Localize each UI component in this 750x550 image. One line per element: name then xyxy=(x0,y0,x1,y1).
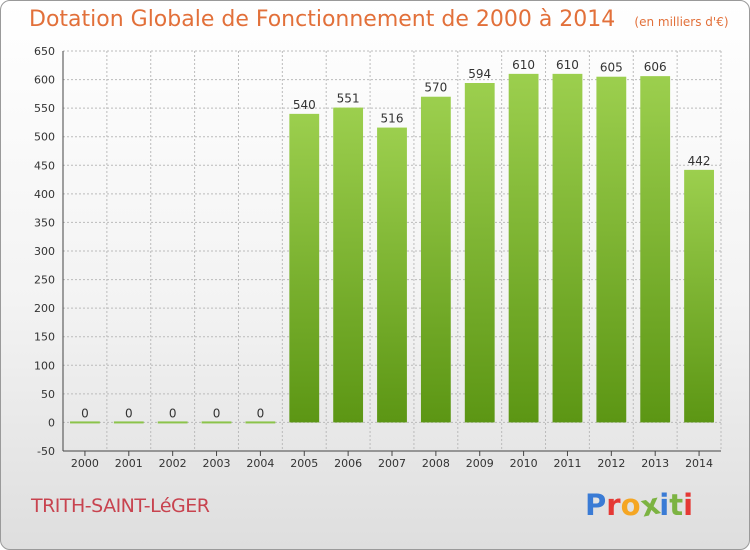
logo-letter: r xyxy=(606,488,621,522)
x-tick-label: 2010 xyxy=(510,457,538,470)
data-label: 0 xyxy=(169,406,177,420)
y-tick-label: 300 xyxy=(34,245,55,258)
y-tick-label: 50 xyxy=(41,388,55,401)
data-label: 0 xyxy=(213,406,221,420)
x-tick-label: 2001 xyxy=(115,457,143,470)
x-tick-label: 2013 xyxy=(641,457,669,470)
y-tick-label: 600 xyxy=(34,74,55,87)
commune-name: TRITH-SAINT-LéGER xyxy=(31,495,210,517)
x-tick-label: 2012 xyxy=(597,457,625,470)
bar xyxy=(113,421,144,424)
bar xyxy=(640,76,671,423)
x-tick-label: 2008 xyxy=(422,457,450,470)
logo-letter: P xyxy=(585,488,607,522)
bar xyxy=(70,421,100,424)
y-tick-label: 200 xyxy=(34,302,55,315)
data-label: 0 xyxy=(125,406,133,420)
y-tick-label: 150 xyxy=(34,331,55,344)
data-label: 610 xyxy=(556,58,579,72)
x-tick-label: 2005 xyxy=(290,457,318,470)
proxiti-logo: Proxiti xyxy=(585,486,694,523)
y-tick-label: 400 xyxy=(34,188,55,201)
bar xyxy=(333,107,364,423)
bar xyxy=(245,421,276,424)
data-label: 610 xyxy=(512,58,535,72)
y-tick-label: 650 xyxy=(34,45,55,58)
y-tick-label: 350 xyxy=(34,216,55,229)
logo-letter: o xyxy=(620,488,641,522)
bar xyxy=(508,73,539,423)
bar xyxy=(596,76,627,423)
y-tick-label: -50 xyxy=(37,445,55,458)
y-tick-label: 0 xyxy=(48,416,55,429)
x-tick-label: 2014 xyxy=(685,457,713,470)
x-tick-label: 2007 xyxy=(378,457,406,470)
bar xyxy=(684,169,714,423)
x-tick-label: 2006 xyxy=(334,457,362,470)
bar xyxy=(552,73,583,423)
x-tick-label: 2009 xyxy=(466,457,494,470)
data-label: 606 xyxy=(644,60,667,74)
y-tick-label: 450 xyxy=(34,159,55,172)
y-tick-label: 100 xyxy=(34,359,55,372)
logo-letter: i xyxy=(659,488,670,522)
x-tick-label: 2000 xyxy=(71,457,99,470)
bar xyxy=(157,421,188,424)
data-label: 516 xyxy=(381,112,404,126)
chart-title: Dotation Globale de Fonctionnement de 20… xyxy=(29,7,616,32)
logo-letter: t xyxy=(669,488,684,522)
y-tick-label: 500 xyxy=(34,131,55,144)
data-label: 0 xyxy=(81,406,89,420)
x-tick-label: 2004 xyxy=(246,457,274,470)
data-label: 551 xyxy=(337,92,360,106)
y-tick-label: 550 xyxy=(34,102,55,115)
title-block: Dotation Globale de Fonctionnement de 20… xyxy=(29,7,729,32)
bar xyxy=(289,113,320,423)
x-tick-label: 2003 xyxy=(203,457,231,470)
chart-subtitle: (en milliers d'€) xyxy=(634,15,729,29)
data-label: 442 xyxy=(688,154,711,168)
data-label: 570 xyxy=(424,81,447,95)
data-label: 594 xyxy=(468,67,491,81)
data-label: 0 xyxy=(257,406,265,420)
y-tick-label: 250 xyxy=(34,274,55,287)
logo-letter: i xyxy=(683,488,694,522)
data-label: 540 xyxy=(293,98,316,112)
bar xyxy=(420,96,451,423)
data-label: 605 xyxy=(600,61,623,75)
x-tick-label: 2002 xyxy=(159,457,187,470)
bar xyxy=(201,421,232,424)
bar xyxy=(377,127,407,423)
x-tick-label: 2011 xyxy=(553,457,581,470)
bar xyxy=(464,83,495,423)
